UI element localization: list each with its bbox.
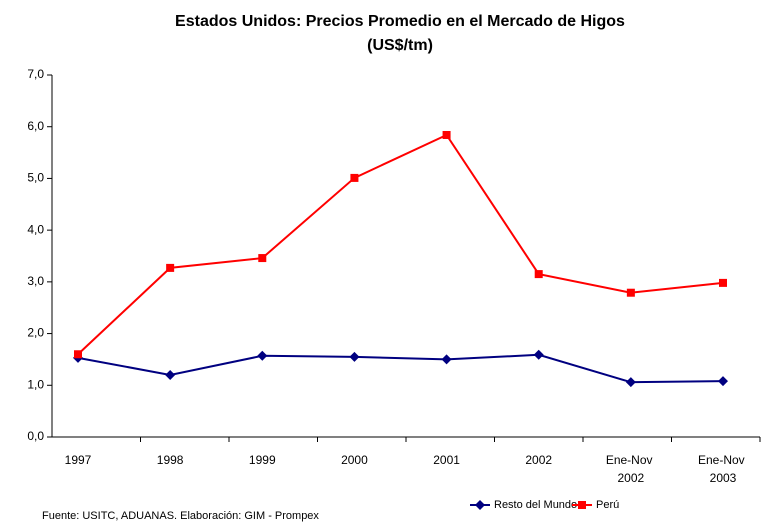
x-tick-label: 2001 bbox=[433, 453, 460, 467]
x-tick-label: 1998 bbox=[157, 453, 184, 467]
point-marker bbox=[258, 254, 267, 263]
series-line bbox=[77, 353, 724, 384]
legend-label: Perú bbox=[596, 499, 619, 511]
point-marker bbox=[350, 173, 359, 182]
series-line bbox=[77, 133, 724, 355]
point-marker bbox=[626, 288, 635, 297]
point-marker bbox=[475, 500, 485, 510]
x-tick-label: Ene-Nov 2002 bbox=[606, 453, 656, 485]
y-tick-label: 2,0 bbox=[27, 326, 44, 340]
point-marker bbox=[257, 350, 268, 361]
chart-title: Estados Unidos: Precios Promedio en el M… bbox=[175, 13, 625, 30]
point-marker bbox=[165, 369, 176, 380]
x-tick-label: 2002 bbox=[525, 453, 552, 467]
point-marker bbox=[441, 354, 452, 365]
y-tick-label: 1,0 bbox=[27, 377, 44, 391]
y-tick-label: 5,0 bbox=[27, 171, 44, 185]
point-marker bbox=[349, 351, 360, 362]
point-marker bbox=[578, 501, 586, 509]
point-marker bbox=[625, 377, 636, 388]
source-note: Fuente: USITC, ADUANAS. Elaboración: GIM… bbox=[42, 510, 319, 522]
y-tick-label: 4,0 bbox=[27, 222, 44, 236]
x-tick-label: 2000 bbox=[341, 453, 368, 467]
point-marker bbox=[442, 130, 451, 139]
point-marker bbox=[74, 350, 82, 359]
chart-subtitle: (US$/tm) bbox=[367, 37, 433, 54]
point-marker bbox=[534, 270, 543, 279]
point-marker bbox=[166, 263, 175, 272]
legend-label: Resto del Mundo bbox=[494, 499, 577, 511]
point-marker bbox=[719, 278, 727, 287]
x-tick-label: 1999 bbox=[249, 453, 276, 467]
y-tick-label: 7,0 bbox=[27, 67, 44, 81]
y-tick-label: 3,0 bbox=[27, 274, 44, 288]
y-tick-label: 6,0 bbox=[27, 119, 44, 133]
x-tick-label: 1997 bbox=[65, 453, 92, 467]
x-tick-label: Ene-Nov 2003 bbox=[698, 453, 748, 485]
y-tick-label: 0,0 bbox=[27, 429, 44, 443]
point-marker bbox=[533, 349, 544, 360]
point-marker bbox=[718, 376, 728, 387]
